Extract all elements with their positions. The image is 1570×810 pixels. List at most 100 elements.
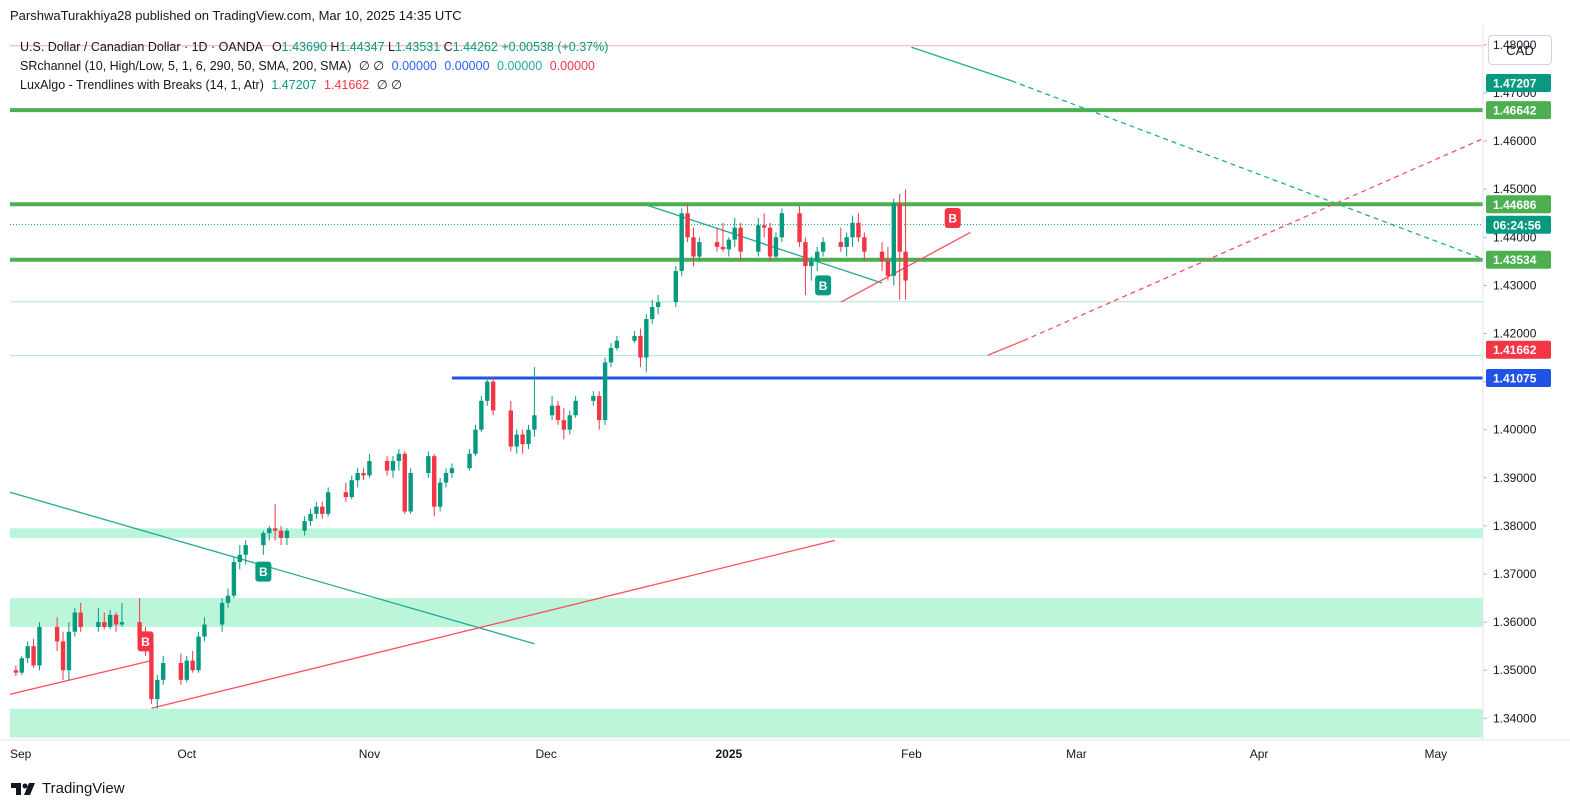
candle-body: [479, 400, 484, 430]
candle-body: [903, 251, 908, 281]
candle-body: [119, 622, 125, 625]
candle-body: [714, 242, 720, 247]
candle-body: [349, 480, 354, 498]
candle-body: [237, 554, 242, 562]
candle-body: [225, 595, 231, 603]
price-axis-tick-label: 1.44000: [1493, 230, 1537, 244]
srchannel-value-2: 0.00000: [444, 59, 490, 73]
candle-body: [78, 612, 83, 627]
price-axis-label: 1.46642: [1493, 104, 1537, 118]
candle-body: [632, 335, 637, 341]
price-axis-label: 1.47207: [1493, 76, 1537, 90]
candle-body: [184, 660, 189, 680]
srchannel-row: SRchannel (10, High/Low, 5, 1, 6, 290, 5…: [20, 57, 608, 76]
price-axis-label-bg: [1486, 215, 1551, 234]
time-axis-tick-label: Mar: [1066, 747, 1087, 761]
candle-body: [426, 456, 431, 473]
signal-badges: B B B B: [137, 208, 961, 652]
candle-body: [278, 530, 284, 538]
candle-body: [891, 203, 896, 276]
candle-body: [137, 622, 142, 637]
candle-body: [155, 679, 160, 700]
time-axis-tick-label: Oct: [177, 747, 196, 761]
candle-body: [508, 410, 514, 447]
low-label: L: [388, 40, 395, 54]
candle-body: [838, 242, 843, 247]
chart-legend: U.S. Dollar / Canadian Dollar · 1D · OAN…: [20, 38, 608, 95]
trendline: [9, 659, 152, 695]
srchannel-value-1: 0.00000: [391, 59, 437, 73]
footer-brand[interactable]: TradingView: [10, 780, 125, 797]
signal-badge-label: B: [259, 565, 268, 579]
sr-zone: [10, 528, 1483, 538]
candle-body: [767, 227, 773, 257]
candle-body: [66, 631, 72, 671]
signal-badge-label: B: [948, 212, 957, 226]
price-axis-label-bg: [1486, 101, 1551, 120]
time-axis-tick-label: Apr: [1250, 747, 1269, 761]
candle-body: [685, 213, 690, 238]
candle-body: [231, 562, 237, 596]
price-axis-tick-label: 1.36000: [1493, 615, 1537, 629]
candle-body: [243, 545, 248, 555]
candle-body: [638, 335, 643, 358]
price-axis-label-bg: [1486, 250, 1551, 269]
candle-body: [308, 513, 313, 522]
candle-body: [314, 506, 319, 514]
price-axis-tick-label: 1.42000: [1493, 326, 1537, 340]
srchannel-value-3: 0.00000: [497, 59, 543, 73]
price-axis-label: 1.44686: [1493, 198, 1537, 212]
candle-body: [267, 528, 272, 534]
srchannel-indicator-label[interactable]: SRchannel (10, High/Low, 5, 1, 6, 290, 5…: [20, 59, 352, 73]
price-axis-tick-label: 1.39000: [1493, 471, 1537, 485]
candle-body: [190, 660, 195, 671]
footer-brand-label: TradingView: [42, 780, 125, 797]
time-axis-tick-label: Nov: [359, 747, 380, 761]
candle-body: [885, 261, 891, 276]
candle-body: [102, 622, 107, 627]
price-axis-label: 1.43534: [1493, 253, 1537, 267]
price-axis-tick-label: 1.37000: [1493, 567, 1537, 581]
candle-body: [526, 429, 531, 445]
price-axis-label: 06:24:56: [1493, 218, 1541, 232]
trendlines: [9, 46, 1484, 709]
trendline: [151, 539, 836, 709]
candle-body: [850, 222, 855, 238]
candle-body: [532, 415, 537, 430]
luxalgo-indicator-label[interactable]: LuxAlgo - Trendlines with Breaks (14, 1,…: [20, 78, 264, 92]
time-axis-tick-label: Sep: [10, 747, 32, 761]
candle-body: [25, 646, 30, 659]
candle-body: [37, 626, 42, 666]
currency-button[interactable]: CAD: [1488, 35, 1552, 65]
signal-badge: [815, 275, 832, 296]
candle-body: [437, 482, 443, 507]
candle-body: [567, 415, 572, 430]
signal-badge: [137, 631, 154, 652]
trendline: [911, 46, 1012, 82]
candle-body: [803, 242, 808, 267]
thin-levels: [10, 45, 1483, 357]
trendline: [1023, 138, 1484, 342]
candle-body: [738, 227, 743, 252]
candle-body: [361, 473, 366, 476]
candle-body: [107, 614, 113, 627]
candle-body: [396, 453, 402, 461]
trendline: [9, 491, 535, 645]
high-label: H: [330, 40, 340, 54]
candle-body: [644, 319, 649, 358]
candle-body: [862, 237, 867, 252]
change-value: +0.00538 (+0.37%): [501, 40, 609, 54]
luxalgo-empty-values: ∅ ∅: [376, 78, 402, 92]
symbol-title[interactable]: U.S. Dollar / Canadian Dollar · 1D · OAN…: [20, 40, 263, 54]
trendline: [987, 340, 1024, 356]
candle-body: [614, 340, 620, 348]
luxalgo-row: LuxAlgo - Trendlines with Breaks (14, 1,…: [20, 76, 608, 95]
price-axis-tick-label: 1.46000: [1493, 134, 1537, 148]
candle-body: [591, 396, 596, 401]
price-axis-tick-label: 1.43000: [1493, 278, 1537, 292]
candle-body: [490, 381, 496, 411]
candle-body: [691, 237, 696, 257]
time-axis[interactable]: Sep Oct Nov Dec 2025 Feb Mar Apr May: [0, 739, 1570, 761]
time-axis-tick-label: May: [1425, 747, 1448, 761]
